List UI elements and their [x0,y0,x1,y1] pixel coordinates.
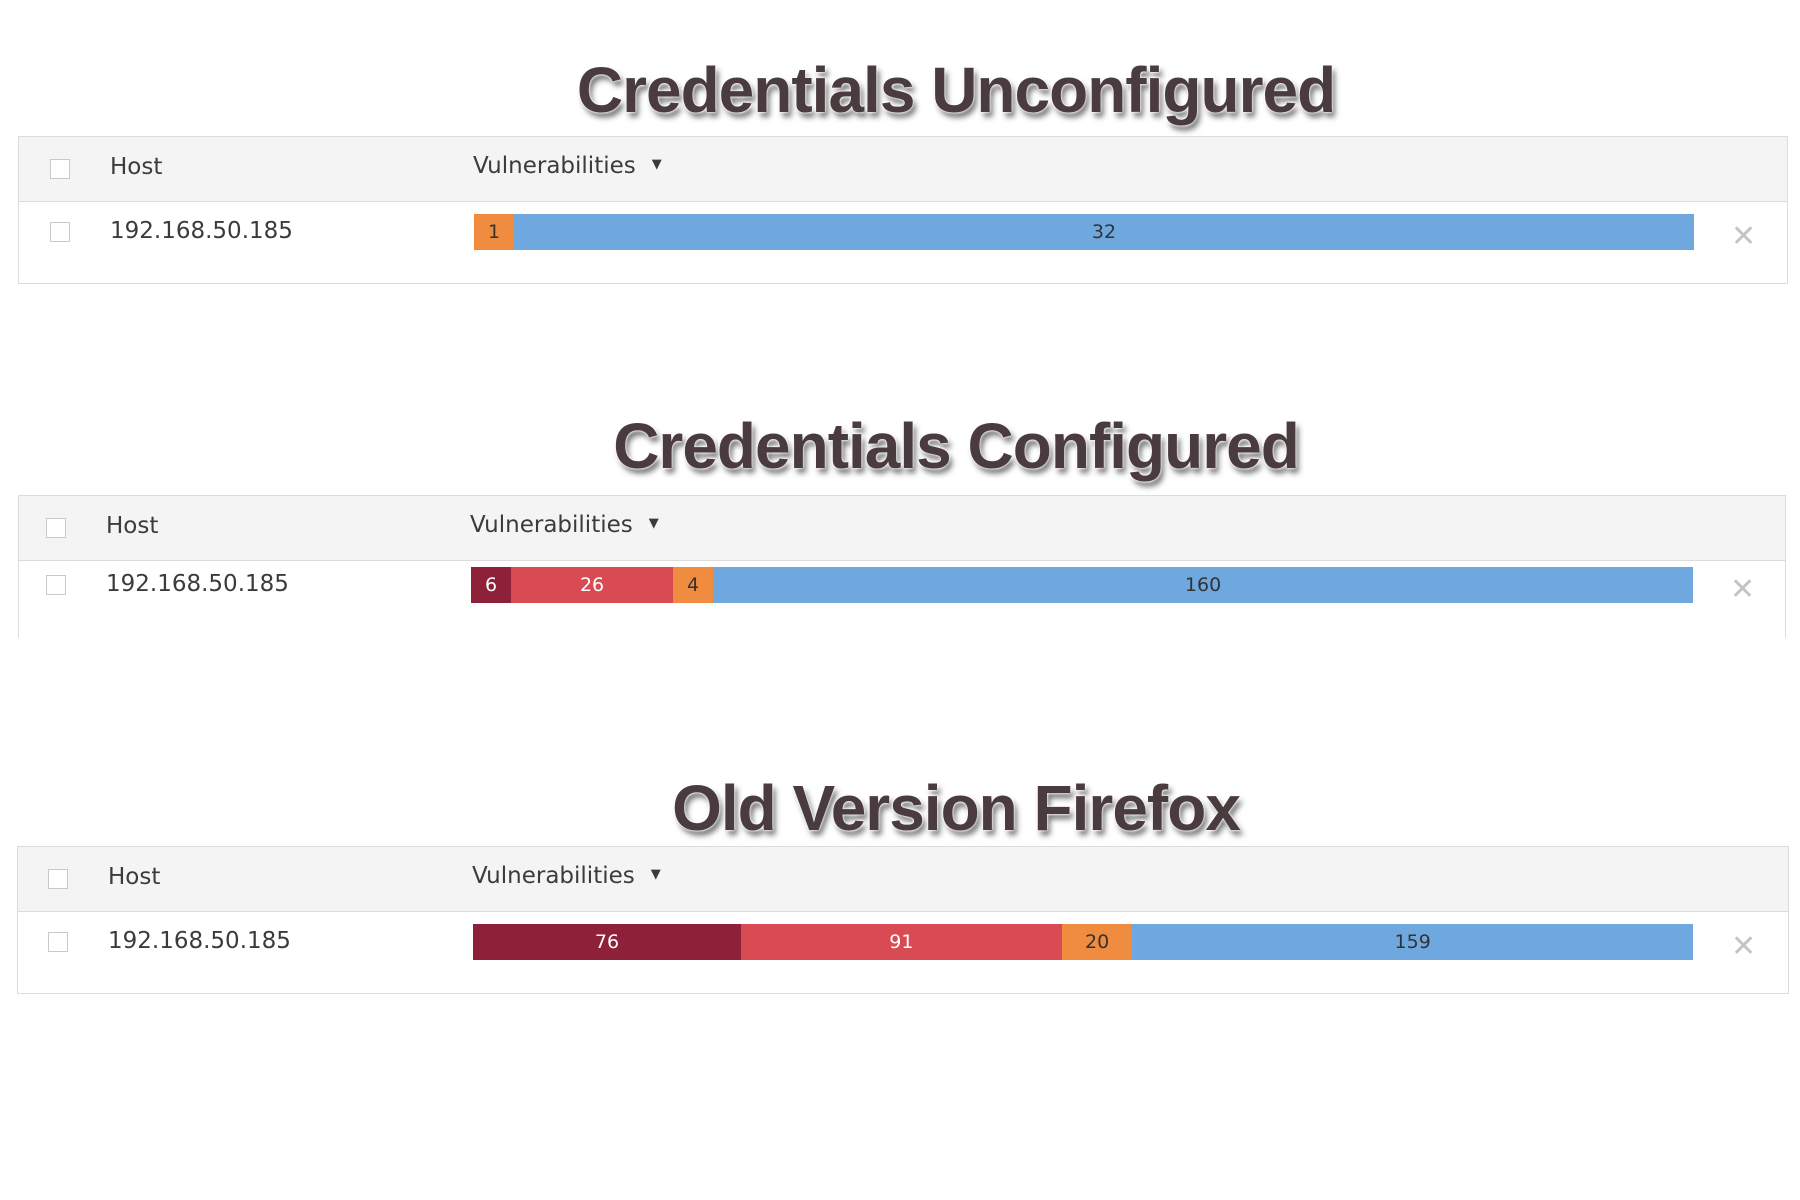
vulnerability-bar[interactable]: 76 91 20 159 [473,924,1693,960]
column-header-host-label: Host [106,513,159,539]
severity-segment-critical[interactable]: 6 [471,567,511,603]
column-header-vulnerabilities[interactable]: Vulnerabilities ▼ [470,512,659,538]
select-all-checkbox[interactable] [48,869,68,889]
column-header-host-label: Host [110,154,163,180]
host-address[interactable]: 192.168.50.185 [110,218,293,244]
table-row[interactable]: 192.168.50.185 76 91 20 159 ✕ [18,912,1788,992]
column-header-vulnerabilities[interactable]: Vulnerabilities ▼ [473,153,662,179]
table-header: Host Vulnerabilities ▼ [19,137,1787,202]
severity-segment-info[interactable]: 32 [514,214,1694,250]
table-row[interactable]: 192.168.50.185 6 26 4 160 ✕ [19,561,1785,641]
remove-host-icon[interactable]: ✕ [1731,219,1757,254]
column-header-host[interactable]: Host [108,864,160,890]
severity-segment-info[interactable]: 159 [1132,924,1693,960]
severity-segment-high[interactable]: 91 [740,924,1062,960]
column-header-host[interactable]: Host [106,513,158,539]
sort-caret-icon[interactable]: ▼ [651,157,662,172]
row-checkbox[interactable] [46,575,66,595]
column-header-vulnerabilities-label: Vulnerabilities [470,512,633,538]
remove-host-icon[interactable]: ✕ [1730,572,1756,607]
severity-segment-medium[interactable]: 4 [673,567,714,603]
row-checkbox[interactable] [48,932,68,952]
severity-segment-medium[interactable]: 20 [1061,924,1133,960]
column-header-host[interactable]: Host [110,154,162,180]
table-row[interactable]: 192.168.50.185 1 32 ✕ [19,202,1787,282]
hosts-table: Host Vulnerabilities ▼ 192.168.50.185 1 32… [18,136,1788,284]
hosts-table: Host Vulnerabilities ▼ 192.168.50.185 76 9… [17,846,1789,994]
severity-segment-medium[interactable]: 1 [474,214,514,250]
column-header-vulnerabilities[interactable]: Vulnerabilities ▼ [472,863,661,889]
vulnerability-bar[interactable]: 1 32 [474,214,1694,250]
select-all-checkbox[interactable] [50,159,70,179]
severity-segment-info[interactable]: 160 [713,567,1693,603]
severity-segment-critical[interactable]: 76 [473,924,741,960]
section-title: Credentials Unconfigured [576,54,1336,126]
vulnerability-bar[interactable]: 6 26 4 160 [471,567,1693,603]
section-title: Old Version Firefox [672,772,1241,844]
column-header-vulnerabilities-label: Vulnerabilities [472,863,635,889]
section-title: Credentials Configured [613,410,1300,482]
table-header: Host Vulnerabilities ▼ [18,847,1788,912]
column-header-host-label: Host [108,864,161,890]
remove-host-icon[interactable]: ✕ [1731,929,1757,964]
select-all-checkbox[interactable] [46,518,66,538]
table-header: Host Vulnerabilities ▼ [19,496,1785,561]
sort-caret-icon[interactable]: ▼ [650,867,661,882]
sort-caret-icon[interactable]: ▼ [648,516,659,531]
row-checkbox[interactable] [50,222,70,242]
hosts-table: Host Vulnerabilities ▼ 192.168.50.185 6 26… [18,495,1786,641]
host-address[interactable]: 192.168.50.185 [106,571,289,597]
severity-segment-high[interactable]: 26 [511,567,674,603]
column-header-vulnerabilities-label: Vulnerabilities [473,153,636,179]
host-address[interactable]: 192.168.50.185 [108,928,291,954]
